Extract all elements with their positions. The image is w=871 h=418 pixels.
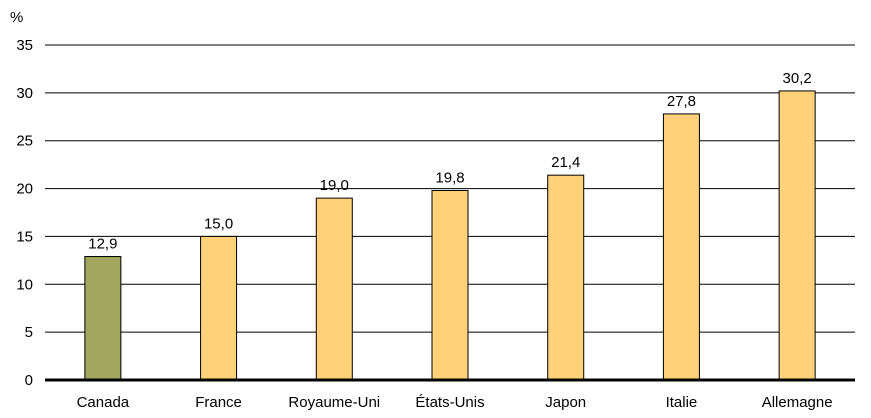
y-axis-ticks: 0 5 10 15 20 25 30 35 bbox=[16, 37, 33, 389]
category-label: Canada bbox=[77, 394, 130, 411]
bar bbox=[547, 174, 585, 381]
data-label: 21,4 bbox=[551, 154, 580, 171]
y-tick-label: 25 bbox=[16, 133, 33, 150]
bar bbox=[778, 90, 816, 381]
y-tick-label: 0 bbox=[25, 372, 33, 389]
data-labels: 12,9 15,0 19,0 19,8 21,4 27,8 30,2 bbox=[88, 70, 811, 253]
data-label: 19,8 bbox=[435, 169, 464, 186]
y-tick-label: 5 bbox=[25, 324, 33, 341]
data-label: 30,2 bbox=[783, 70, 812, 87]
bar bbox=[431, 189, 469, 381]
data-label: 27,8 bbox=[667, 93, 696, 110]
category-label: États-Unis bbox=[415, 394, 484, 411]
y-tick-label: 10 bbox=[16, 276, 33, 293]
category-label: Italie bbox=[666, 394, 698, 411]
y-unit-label: % bbox=[10, 9, 23, 26]
bar bbox=[84, 256, 122, 381]
y-tick-label: 15 bbox=[16, 228, 33, 245]
data-label: 15,0 bbox=[204, 215, 233, 232]
data-label: 19,0 bbox=[320, 177, 349, 194]
category-label: Royaume-Uni bbox=[288, 394, 380, 411]
bars bbox=[84, 90, 816, 381]
category-label: France bbox=[195, 394, 242, 411]
bar bbox=[315, 197, 353, 381]
data-label: 12,9 bbox=[88, 236, 117, 253]
x-axis-labels: Canada France Royaume-Uni États-Unis Japon It… bbox=[77, 394, 833, 411]
y-tick-label: 20 bbox=[16, 181, 33, 198]
category-label: Allemagne bbox=[762, 394, 833, 411]
category-label: Japon bbox=[545, 394, 586, 411]
bar bbox=[200, 235, 238, 381]
bar bbox=[662, 113, 700, 381]
y-tick-label: 30 bbox=[16, 85, 33, 102]
y-tick-label: 35 bbox=[16, 37, 33, 54]
